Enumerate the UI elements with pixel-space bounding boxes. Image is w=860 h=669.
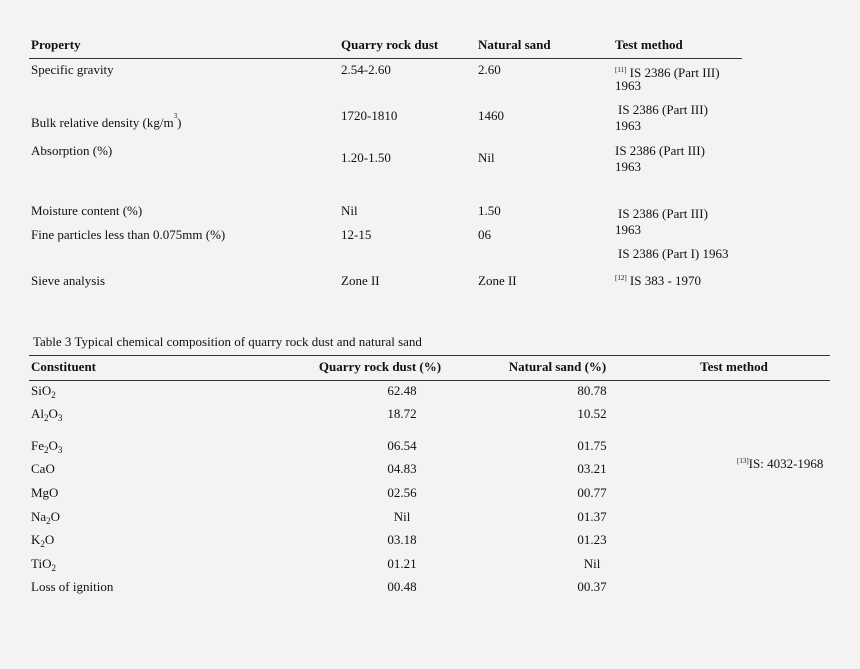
cell-method: IS 2386 (Part III)	[615, 143, 705, 158]
header-rule	[29, 58, 742, 59]
header-quarry-rock-dust: Quarry rock dust	[341, 37, 439, 52]
cell-sand: 01.23	[577, 532, 607, 547]
header-rule	[29, 380, 830, 381]
cell-method: IS 2386 (Part I) 1963	[618, 246, 729, 261]
cell-sand: Zone II	[478, 273, 517, 288]
cell-quarry: 62.48	[387, 383, 417, 398]
cell-sand: 2.60	[478, 62, 501, 77]
header-test-method: Test method	[700, 359, 768, 374]
cell-quarry: 01.21	[387, 556, 417, 571]
cell-method: IS 2386 (Part III)	[618, 206, 708, 221]
cell-sand: 80.78	[577, 383, 607, 398]
cell-property: Absorption (%)	[31, 143, 113, 158]
cell-quarry: 12-15	[341, 227, 372, 242]
header-test-method: Test method	[615, 37, 683, 52]
cell-property: Sieve analysis	[31, 273, 106, 288]
cell-quarry: 04.83	[387, 461, 417, 476]
cell-property: Fine particles less than 0.075mm (%)	[31, 227, 226, 242]
citation-ref: [12]	[615, 274, 627, 282]
citation-ref: [13]	[737, 457, 749, 465]
cell-quarry: 1.20-1.50	[341, 150, 391, 165]
cell-sand: 01.37	[577, 509, 607, 524]
cell-sand: 00.37	[577, 579, 607, 594]
top-rule	[29, 355, 830, 356]
cell-quarry: Nil	[393, 509, 411, 524]
cell-constituent: Na2O	[31, 509, 61, 526]
cell-quarry: 2.54-2.60	[341, 62, 391, 77]
cell-sand: 03.21	[577, 461, 607, 476]
cell-constituent: CaO	[31, 461, 55, 476]
cell-constituent: Al2O3	[31, 406, 63, 423]
cell-method-year: 1963	[615, 159, 641, 174]
cell-property: Moisture content (%)	[31, 203, 143, 218]
cell-quarry: 18.72	[387, 406, 417, 421]
cell-quarry: Zone II	[341, 273, 380, 288]
cell-quarry: 06.54	[387, 438, 417, 453]
cell-method-year: 1963	[615, 222, 641, 237]
cell-sand: Nil	[478, 150, 495, 165]
cell-constituent: MgO	[31, 485, 59, 500]
cell-sand: 10.52	[577, 406, 607, 421]
cell-sand: 06	[478, 227, 491, 242]
cell-quarry: 03.18	[387, 532, 417, 547]
cell-quarry: Nil	[341, 203, 358, 218]
cell-sand: 01.75	[577, 438, 607, 453]
cell-method: [12] IS 383 - 1970	[615, 273, 702, 288]
cell-property: Specific gravity	[31, 62, 114, 77]
cell-property: Bulk relative density (kg/m3)	[31, 112, 182, 130]
header-natural-sand: Natural sand	[478, 37, 551, 52]
cell-constituent: K2O	[31, 532, 55, 549]
header-property: Property	[31, 37, 81, 52]
citation-ref: [11]	[615, 66, 627, 74]
cell-constituent: SiO2	[31, 383, 56, 400]
table-caption: Table 3 Typical chemical composition of …	[33, 334, 422, 349]
cell-constituent: Loss of ignition	[31, 579, 114, 594]
cell-sand: Nil	[583, 556, 601, 571]
cell-method: IS 2386 (Part III)	[618, 102, 708, 117]
cell-constituent: Fe2O3	[31, 438, 63, 455]
cell-sand: 1460	[478, 108, 504, 123]
header-natural-sand: Natural sand (%)	[508, 359, 607, 374]
cell-quarry: 02.56	[387, 485, 417, 500]
cell-method-year: 1963	[615, 118, 641, 133]
header-quarry-rock-dust: Quarry rock dust (%)	[318, 359, 442, 374]
cell-sand: 1.50	[478, 203, 501, 218]
cell-quarry: 1720-1810	[341, 108, 398, 123]
cell-constituent: TiO2	[31, 556, 56, 573]
cell-method: [11] IS 2386 (Part III)	[615, 65, 720, 80]
cell-quarry: 00.48	[387, 579, 417, 594]
header-constituent: Constituent	[31, 359, 97, 374]
cell-method-year: 1963	[615, 78, 641, 93]
cell-method: [13]IS: 4032-1968	[737, 456, 824, 471]
cell-sand: 00.77	[577, 485, 607, 500]
